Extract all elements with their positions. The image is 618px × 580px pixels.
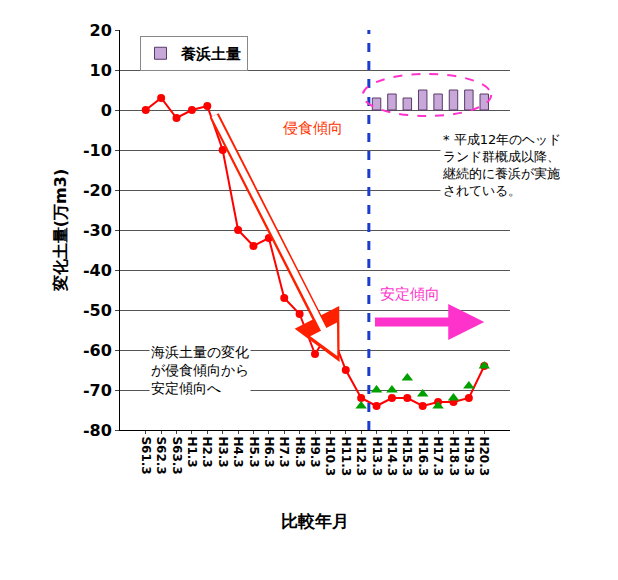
svg-text:-40: -40 — [83, 261, 112, 280]
svg-text:H12.3: H12.3 — [354, 436, 368, 476]
svg-text:H17.3: H17.3 — [431, 436, 445, 476]
svg-text:-50: -50 — [83, 301, 112, 320]
svg-text:20: 20 — [90, 21, 112, 40]
svg-text:H7.3: H7.3 — [277, 436, 291, 467]
svg-text:S61.3: S61.3 — [139, 436, 153, 474]
svg-text:H4.3: H4.3 — [231, 436, 245, 467]
svg-text:10: 10 — [90, 61, 112, 80]
svg-text:* 平成12年のヘッドランド群概成以降、継続的に養浜が実施さ: * 平成12年のヘッドランド群概成以降、継続的に養浜が実施されている。 — [442, 132, 561, 198]
svg-text:比較年月: 比較年月 — [281, 511, 349, 531]
svg-text:S63.3: S63.3 — [170, 436, 184, 474]
svg-text:H8.3: H8.3 — [293, 436, 307, 467]
svg-text:侵食傾向: 侵食傾向 — [283, 119, 343, 137]
svg-text:H2.3: H2.3 — [200, 436, 214, 467]
svg-text:-20: -20 — [83, 181, 112, 200]
svg-text:H16.3: H16.3 — [416, 436, 430, 476]
svg-text:S62.3: S62.3 — [154, 436, 168, 474]
svg-text:-70: -70 — [83, 381, 112, 400]
svg-text:-10: -10 — [83, 141, 112, 160]
svg-text:0: 0 — [101, 101, 112, 120]
svg-text:H3.3: H3.3 — [216, 436, 230, 467]
svg-text:H6.3: H6.3 — [262, 436, 276, 467]
svg-text:-60: -60 — [83, 341, 112, 360]
svg-text:H15.3: H15.3 — [400, 436, 414, 476]
svg-text:安定傾向: 安定傾向 — [380, 285, 440, 303]
svg-text:海浜土量の変化が侵食傾向から安定傾向へ: 海浜土量の変化が侵食傾向から安定傾向へ — [151, 344, 249, 396]
svg-text:H1.3: H1.3 — [185, 436, 199, 467]
svg-text:H13.3: H13.3 — [370, 436, 384, 476]
svg-text:H9.3: H9.3 — [308, 436, 322, 467]
svg-text:変化土量(万m3): 変化土量(万m3) — [51, 169, 70, 292]
svg-text:-80: -80 — [83, 421, 112, 440]
svg-text:H18.3: H18.3 — [447, 436, 461, 476]
svg-text:養浜土量: 養浜土量 — [180, 45, 241, 63]
svg-text:H11.3: H11.3 — [339, 436, 353, 476]
svg-text:-30: -30 — [83, 221, 112, 240]
svg-text:H5.3: H5.3 — [247, 436, 261, 467]
svg-text:H20.3: H20.3 — [477, 436, 491, 476]
svg-text:H10.3: H10.3 — [323, 436, 337, 476]
svg-text:H19.3: H19.3 — [462, 436, 476, 476]
svg-text:H14.3: H14.3 — [385, 436, 399, 476]
